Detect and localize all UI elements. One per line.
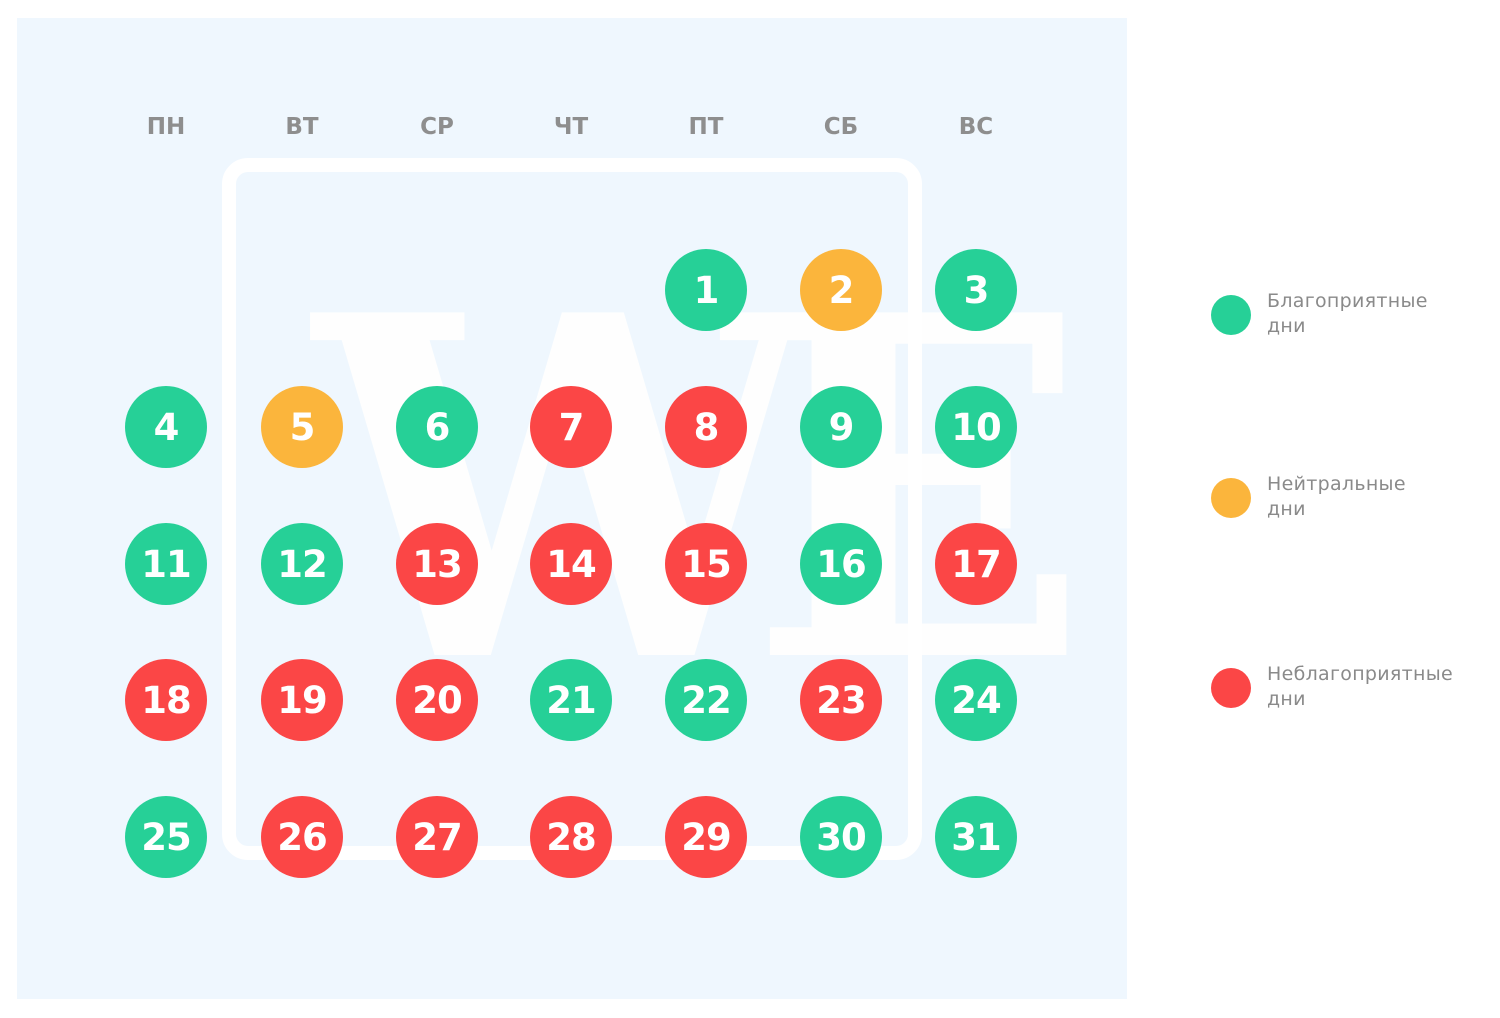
calendar-day-neutral: 2 (800, 249, 882, 331)
calendar-day-unfavorable: 14 (530, 523, 612, 605)
calendar-day-unfavorable: 19 (261, 659, 343, 741)
weekday-header: СБ (823, 114, 859, 140)
calendar-day-unfavorable: 8 (665, 386, 747, 468)
calendar-day-favorable: 6 (396, 386, 478, 468)
calendar-day-unfavorable: 7 (530, 386, 612, 468)
weekday-header: СР (420, 114, 454, 140)
calendar-day-favorable: 12 (261, 523, 343, 605)
legend-unfavorable-line2: дни (1267, 688, 1306, 710)
legend-unfavorable-line1: Неблагоприятные (1267, 663, 1454, 685)
calendar-day-favorable: 31 (935, 796, 1017, 878)
neutral-dot-icon (1211, 478, 1251, 518)
calendar-day-unfavorable: 18 (125, 659, 207, 741)
calendar-day-unfavorable: 13 (396, 523, 478, 605)
calendar-day-favorable: 25 (125, 796, 207, 878)
calendar-day-favorable: 4 (125, 386, 207, 468)
calendar-day-unfavorable: 26 (261, 796, 343, 878)
legend-neutral-line2: дни (1267, 498, 1306, 520)
legend-unfavorable-label: Неблагоприятные дни (1267, 662, 1497, 712)
calendar-day-unfavorable: 17 (935, 523, 1017, 605)
calendar-day-unfavorable: 29 (665, 796, 747, 878)
calendar-day-favorable: 16 (800, 523, 882, 605)
weekday-header: ЧТ (553, 114, 589, 140)
calendar-day-favorable: 1 (665, 249, 747, 331)
calendar-day-unfavorable: 28 (530, 796, 612, 878)
legend-favorable-label: Благоприятные дни (1267, 289, 1497, 339)
calendar-day-neutral: 5 (261, 386, 343, 468)
calendar-day-favorable: 21 (530, 659, 612, 741)
calendar-day-favorable: 30 (800, 796, 882, 878)
watermark-logo: WE (314, 214, 1089, 766)
weekday-header: ВС (958, 114, 994, 140)
weekday-header: ПН (146, 114, 186, 140)
weekday-header: ПТ (688, 114, 724, 140)
calendar-day-favorable: 9 (800, 386, 882, 468)
calendar-day-favorable: 22 (665, 659, 747, 741)
calendar-day-favorable: 10 (935, 386, 1017, 468)
favorable-dot-icon (1211, 295, 1251, 335)
calendar-day-unfavorable: 15 (665, 523, 747, 605)
calendar-day-favorable: 11 (125, 523, 207, 605)
weekday-header: ВТ (285, 114, 319, 140)
calendar-day-favorable: 24 (935, 659, 1017, 741)
legend-neutral-label: Нейтральные дни (1267, 472, 1497, 522)
legend-favorable-line1: Благоприятные (1267, 290, 1428, 312)
calendar-day-unfavorable: 23 (800, 659, 882, 741)
unfavorable-dot-icon (1211, 668, 1251, 708)
legend-favorable-line2: дни (1267, 315, 1306, 337)
calendar-day-unfavorable: 27 (396, 796, 478, 878)
legend-neutral-line1: Нейтральные (1267, 473, 1406, 495)
calendar-day-favorable: 3 (935, 249, 1017, 331)
calendar-day-unfavorable: 20 (396, 659, 478, 741)
